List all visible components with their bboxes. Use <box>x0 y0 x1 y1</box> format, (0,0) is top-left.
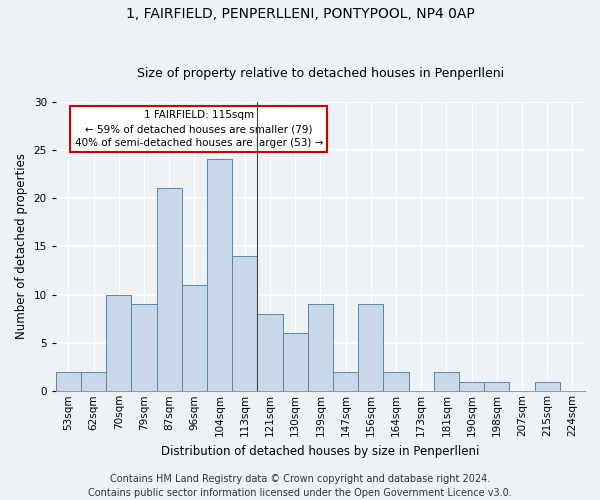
Bar <box>459 382 484 392</box>
Y-axis label: Number of detached properties: Number of detached properties <box>15 154 28 340</box>
Bar <box>131 304 157 392</box>
X-axis label: Distribution of detached houses by size in Penperlleni: Distribution of detached houses by size … <box>161 444 479 458</box>
Bar <box>81 372 106 392</box>
Bar <box>232 256 257 392</box>
Text: 1 FAIRFIELD: 115sqm
← 59% of detached houses are smaller (79)
40% of semi-detach: 1 FAIRFIELD: 115sqm ← 59% of detached ho… <box>74 110 323 148</box>
Bar <box>484 382 509 392</box>
Text: 1, FAIRFIELD, PENPERLLENI, PONTYPOOL, NP4 0AP: 1, FAIRFIELD, PENPERLLENI, PONTYPOOL, NP… <box>125 8 475 22</box>
Bar <box>283 334 308 392</box>
Bar <box>535 382 560 392</box>
Bar <box>434 372 459 392</box>
Title: Size of property relative to detached houses in Penperlleni: Size of property relative to detached ho… <box>137 66 504 80</box>
Bar <box>106 294 131 392</box>
Bar <box>257 314 283 392</box>
Bar <box>308 304 333 392</box>
Text: Contains HM Land Registry data © Crown copyright and database right 2024.
Contai: Contains HM Land Registry data © Crown c… <box>88 474 512 498</box>
Bar <box>56 372 81 392</box>
Bar <box>383 372 409 392</box>
Bar <box>182 285 207 392</box>
Bar <box>157 188 182 392</box>
Bar <box>333 372 358 392</box>
Bar <box>358 304 383 392</box>
Bar <box>207 160 232 392</box>
